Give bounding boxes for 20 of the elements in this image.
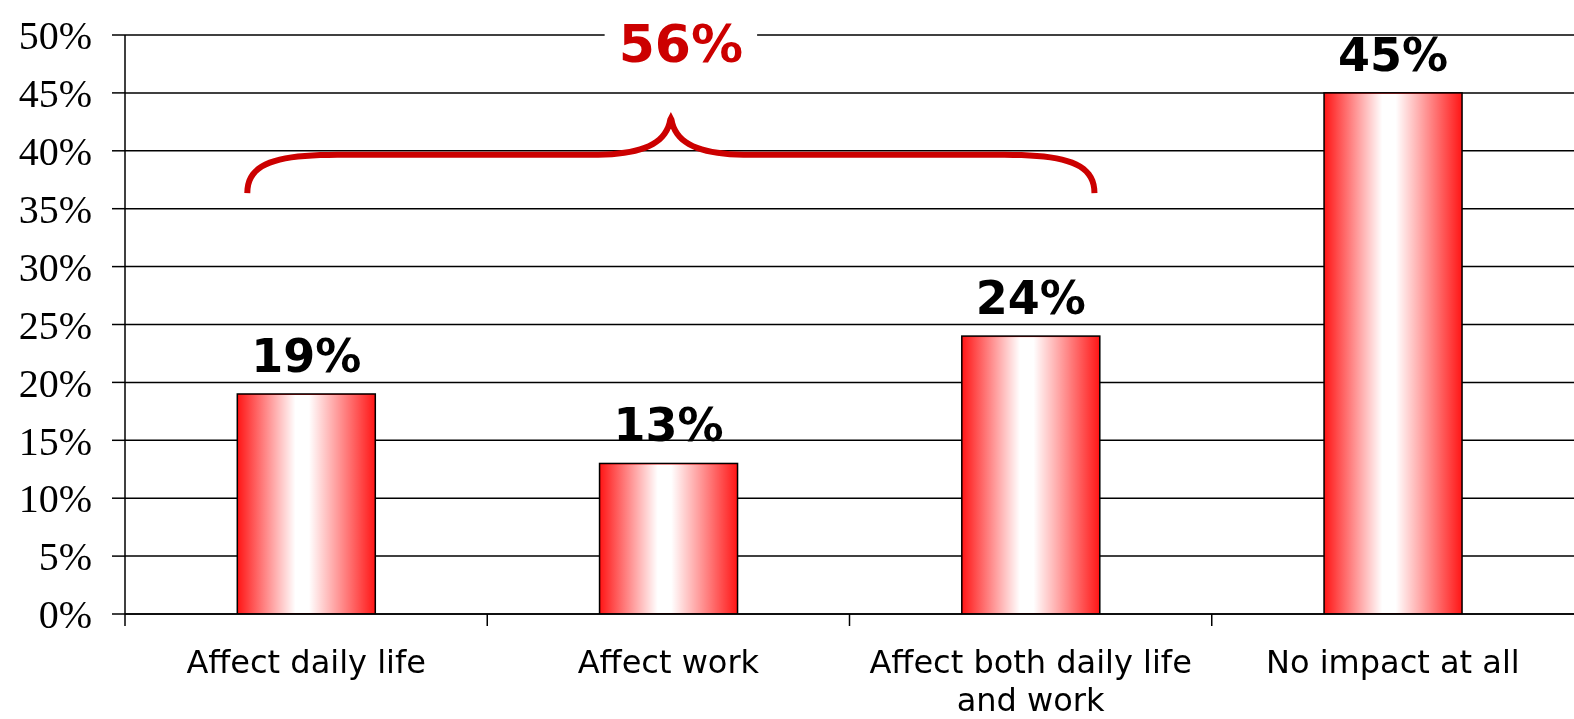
y-tick-label: 35% bbox=[18, 186, 92, 232]
y-tick-label: 50% bbox=[18, 13, 92, 59]
x-tick-label: Affect both daily life and work bbox=[869, 643, 1192, 719]
x-tick-label: Affect daily life bbox=[186, 643, 426, 681]
y-tick-label: 30% bbox=[18, 244, 92, 290]
data-label: 19% bbox=[251, 328, 362, 383]
y-tick-label: 40% bbox=[18, 129, 92, 174]
data-label: 45% bbox=[1337, 27, 1449, 82]
y-tick-label: 15% bbox=[18, 418, 92, 464]
x-tick-label: Affect work bbox=[577, 643, 760, 681]
data-label: 13% bbox=[613, 398, 724, 453]
annotation: 56% bbox=[618, 14, 744, 74]
y-tick-label: 10% bbox=[18, 476, 92, 522]
y-tick-label: 0% bbox=[38, 592, 92, 638]
y-tick-label: 25% bbox=[18, 302, 92, 348]
y-tick-label: 45% bbox=[18, 71, 92, 117]
y-tick-label: 20% bbox=[18, 360, 92, 406]
data-label: 24% bbox=[975, 271, 1086, 326]
y-tick-label: 5% bbox=[38, 534, 92, 580]
x-tick-label: No impact at all bbox=[1266, 643, 1520, 681]
